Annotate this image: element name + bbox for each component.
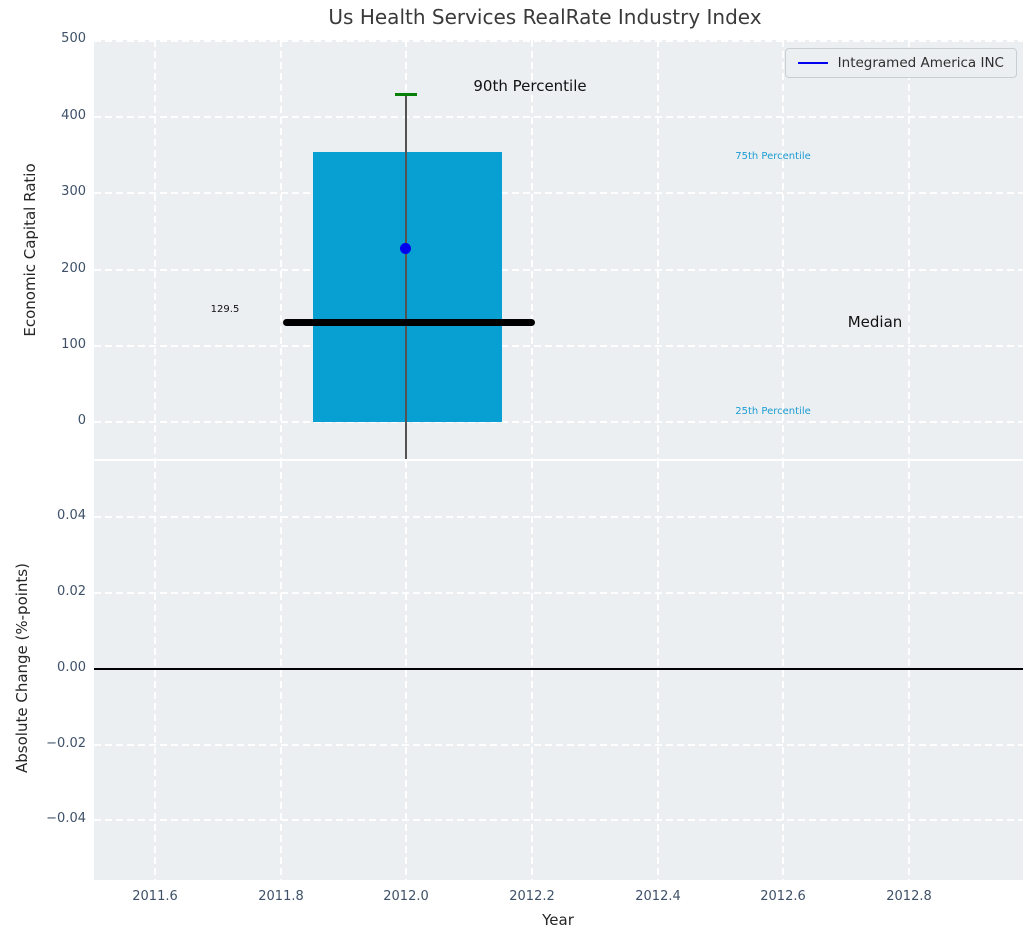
gridline <box>280 40 282 459</box>
annotation-median: Median <box>847 313 903 331</box>
gridline <box>908 40 910 459</box>
xtick-label: 2012.4 <box>635 889 681 904</box>
interquartile-box <box>313 152 502 422</box>
chart-title: Us Health Services RealRate Industry Ind… <box>328 5 762 29</box>
gridline <box>154 461 156 880</box>
gridline <box>657 40 659 459</box>
ytick-label: 500 <box>61 31 86 46</box>
gridline <box>280 461 282 880</box>
ytick-label: 300 <box>61 184 86 199</box>
ytick-label: 100 <box>61 337 86 352</box>
company-data-point <box>400 243 411 254</box>
gridline <box>531 40 533 459</box>
ytick-label: 0 <box>77 413 86 428</box>
annotation-25th-percentile: 25th Percentile <box>735 406 811 417</box>
top-axes: 90th Percentile 75th Percentile 25th Per… <box>94 40 1023 459</box>
legend-label: Integramed America INC <box>837 55 1004 71</box>
ytick-label: 0.04 <box>57 508 86 523</box>
xtick-label: 2012.2 <box>509 889 555 904</box>
legend-line-sample <box>797 62 828 64</box>
legend: Integramed America INC <box>784 48 1017 78</box>
ytick-label: −0.04 <box>46 811 86 826</box>
whisker-line <box>405 95 407 459</box>
gridline <box>782 40 784 459</box>
gridline <box>405 461 407 880</box>
gridline <box>94 116 1023 118</box>
gridline <box>782 461 784 880</box>
gridline <box>94 744 1023 746</box>
annotation-median-value: 129.5 <box>210 304 240 315</box>
gridline <box>94 345 1023 347</box>
gridline <box>531 461 533 880</box>
ytick-label: 0.02 <box>57 584 86 599</box>
median-line <box>283 319 535 326</box>
bottom-y-axis-label: Absolute Change (%-points) <box>13 563 31 773</box>
annotation-75th-percentile: 75th Percentile <box>735 151 811 162</box>
zero-reference-line <box>94 668 1023 670</box>
xtick-label: 2012.6 <box>760 889 806 904</box>
top-y-axis-label: Economic Capital Ratio <box>21 163 39 337</box>
gridline <box>94 421 1023 423</box>
gridline <box>94 516 1023 518</box>
annotation-90th-percentile: 90th Percentile <box>473 77 587 95</box>
xtick-label: 2012.8 <box>886 889 932 904</box>
ytick-label: −0.02 <box>46 736 86 751</box>
gridline <box>94 40 1023 42</box>
gridline <box>657 461 659 880</box>
ytick-label: 200 <box>61 261 86 276</box>
gridline <box>908 461 910 880</box>
gridline <box>94 592 1023 594</box>
xtick-label: 2011.8 <box>258 889 304 904</box>
xtick-label: 2011.6 <box>132 889 178 904</box>
gridline <box>94 269 1023 271</box>
gridline <box>154 40 156 459</box>
ytick-label: 0.00 <box>57 660 86 675</box>
gridline <box>94 819 1023 821</box>
percentile-90-cap <box>395 93 417 96</box>
xtick-label: 2012.0 <box>383 889 429 904</box>
x-axis-label: Year <box>542 911 574 929</box>
gridline <box>94 192 1023 194</box>
bottom-axes <box>94 461 1023 880</box>
ytick-label: 400 <box>61 108 86 123</box>
